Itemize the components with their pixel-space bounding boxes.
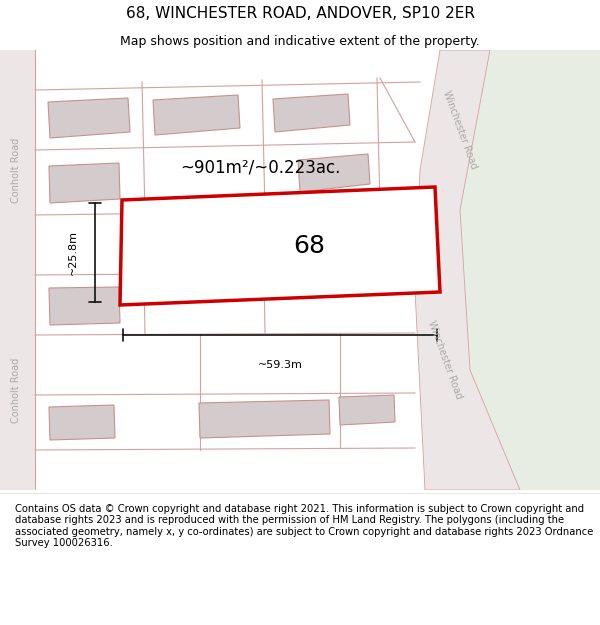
Polygon shape (298, 154, 370, 192)
Polygon shape (339, 395, 395, 425)
Text: 68, WINCHESTER ROAD, ANDOVER, SP10 2ER: 68, WINCHESTER ROAD, ANDOVER, SP10 2ER (125, 6, 475, 21)
Polygon shape (0, 50, 35, 490)
Text: Winchester Road: Winchester Road (426, 319, 464, 401)
Polygon shape (153, 95, 240, 135)
Text: Conholt Road: Conholt Road (11, 138, 21, 202)
Polygon shape (415, 50, 520, 490)
Polygon shape (460, 50, 600, 490)
Text: ~59.3m: ~59.3m (257, 360, 302, 370)
Text: ~25.8m: ~25.8m (68, 230, 78, 275)
Polygon shape (120, 187, 440, 305)
Text: Winchester Road: Winchester Road (441, 89, 479, 171)
Polygon shape (49, 405, 115, 440)
Polygon shape (49, 163, 120, 203)
Polygon shape (49, 287, 120, 325)
Polygon shape (48, 98, 130, 138)
Text: Conholt Road: Conholt Road (11, 357, 21, 422)
Text: Contains OS data © Crown copyright and database right 2021. This information is : Contains OS data © Crown copyright and d… (15, 504, 593, 548)
Text: 68: 68 (293, 234, 325, 258)
Text: ~901m²/~0.223ac.: ~901m²/~0.223ac. (180, 159, 340, 177)
Text: Map shows position and indicative extent of the property.: Map shows position and indicative extent… (120, 34, 480, 48)
Polygon shape (273, 94, 350, 132)
Polygon shape (199, 400, 330, 438)
Polygon shape (293, 226, 370, 262)
